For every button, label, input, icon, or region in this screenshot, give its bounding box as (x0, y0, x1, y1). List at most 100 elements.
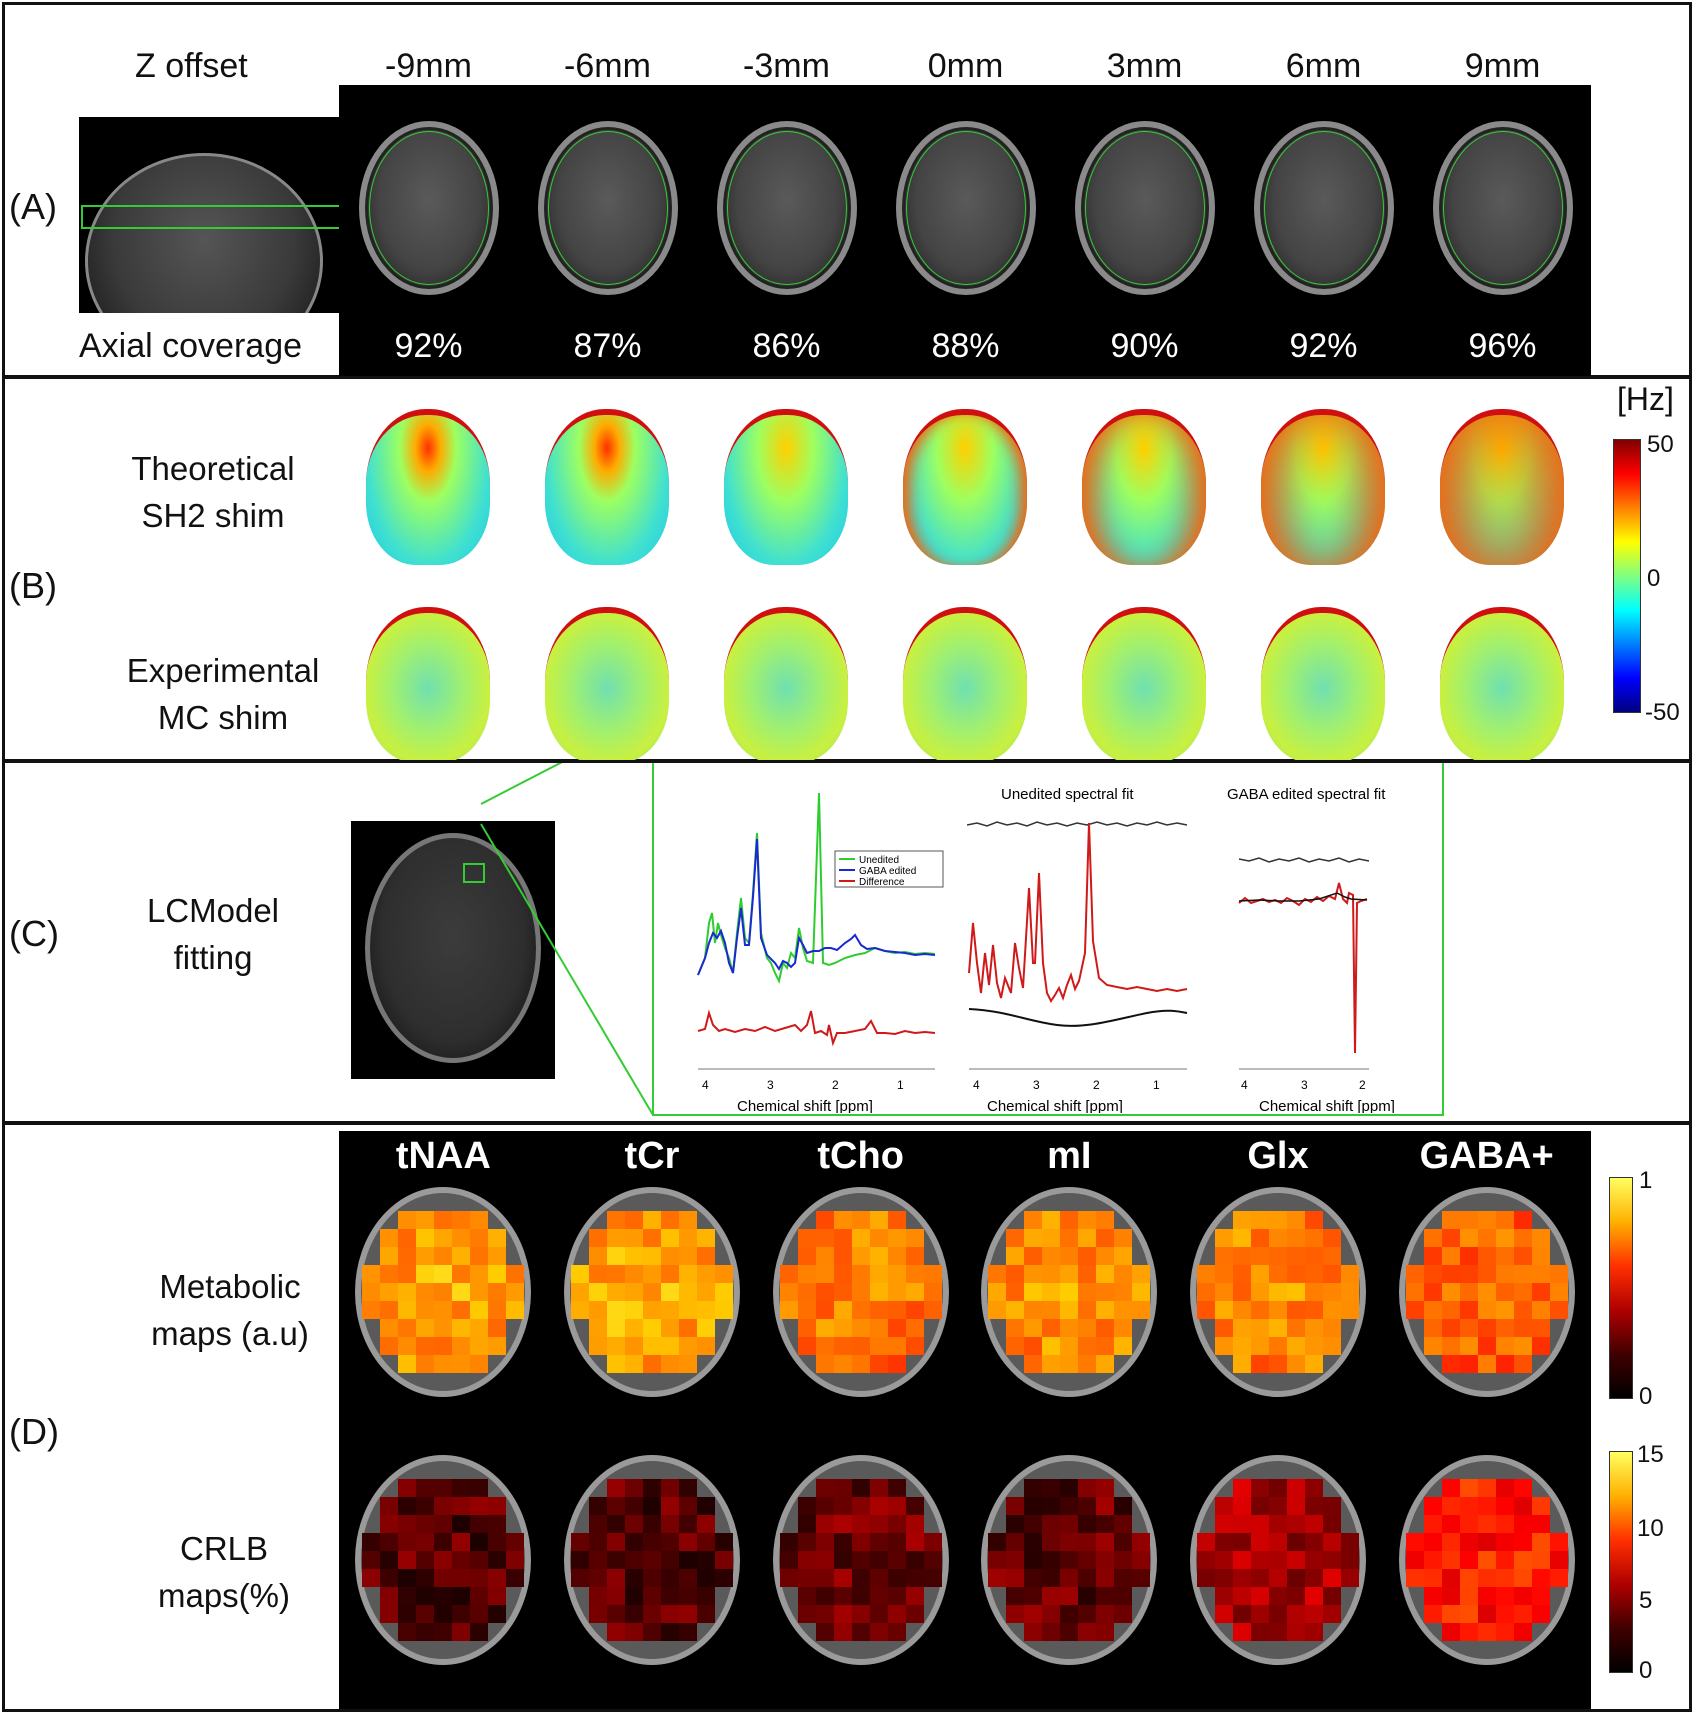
map-voxel (905, 1605, 924, 1623)
map-voxel (398, 1497, 417, 1515)
map-voxel (1531, 1337, 1550, 1355)
map-voxel (1495, 1319, 1514, 1337)
map-voxel (715, 1551, 733, 1569)
map-voxel (1513, 1319, 1532, 1337)
gaba-tick-2: 2 (1359, 1078, 1366, 1092)
map-voxel (452, 1355, 471, 1373)
map-voxel (833, 1479, 852, 1497)
map-voxel (398, 1479, 417, 1497)
map-voxel (625, 1355, 643, 1373)
map-voxel (434, 1355, 453, 1373)
map-voxel (905, 1247, 924, 1265)
map-voxel (887, 1605, 906, 1623)
map-voxel (1305, 1319, 1323, 1337)
map-voxel (1251, 1497, 1269, 1515)
map-voxel (1441, 1497, 1460, 1515)
map-voxel (1233, 1569, 1251, 1587)
map-voxel (851, 1337, 870, 1355)
map-voxel (1078, 1587, 1097, 1605)
map-voxel (679, 1569, 697, 1587)
map-voxel (607, 1497, 625, 1515)
map-voxel (869, 1605, 888, 1623)
map-voxel (1114, 1247, 1133, 1265)
map-voxel (1078, 1497, 1097, 1515)
map-voxel (362, 1247, 380, 1265)
map-voxel (715, 1497, 733, 1515)
map-voxel (1531, 1587, 1550, 1605)
map-voxel (1341, 1533, 1359, 1551)
map-voxel (679, 1283, 697, 1301)
metabolite-title: GABA+ (1419, 1135, 1554, 1177)
map-voxel (470, 1587, 489, 1605)
map-voxel (1042, 1533, 1061, 1551)
map-voxel (434, 1515, 453, 1533)
map-voxel (797, 1587, 816, 1605)
map-voxel (1477, 1623, 1496, 1641)
map-voxel (923, 1301, 942, 1319)
map-voxel (416, 1211, 435, 1229)
map-voxel (1459, 1247, 1478, 1265)
map-voxel (625, 1587, 643, 1605)
map-voxel (1132, 1301, 1151, 1319)
map-voxel (924, 1479, 942, 1497)
map-voxel (1341, 1283, 1359, 1301)
map-voxel (416, 1569, 435, 1587)
map-voxel (988, 1211, 1006, 1229)
map-voxel (452, 1247, 471, 1265)
map-voxel (661, 1551, 679, 1569)
map-voxel (571, 1301, 589, 1319)
map-voxel (571, 1515, 589, 1533)
map-voxel (1459, 1283, 1478, 1301)
map-voxel (1024, 1569, 1043, 1587)
map-voxel (452, 1319, 471, 1337)
map-voxel (1215, 1355, 1233, 1373)
map-voxel (815, 1211, 834, 1229)
map-voxel (780, 1587, 798, 1605)
crlb-colorbar (1609, 1451, 1633, 1673)
map-voxel (851, 1623, 870, 1641)
map-voxel (1531, 1551, 1550, 1569)
map-voxel (798, 1479, 816, 1497)
map-voxel (887, 1319, 906, 1337)
map-voxel (1323, 1497, 1341, 1515)
sh2-shim-map (724, 409, 848, 565)
map-voxel (1024, 1229, 1043, 1247)
map-voxel (869, 1283, 888, 1301)
map-voxel (362, 1569, 381, 1587)
map-voxel (1405, 1569, 1424, 1587)
map-voxel (1042, 1551, 1061, 1569)
map-voxel (643, 1355, 661, 1373)
map-voxel (362, 1551, 381, 1569)
map-voxel (1423, 1247, 1442, 1265)
map-voxel (679, 1337, 697, 1355)
map-voxel (851, 1301, 870, 1319)
map-voxel (416, 1229, 435, 1247)
map-voxel (851, 1587, 870, 1605)
map-voxel (1477, 1551, 1496, 1569)
metabolic-map (779, 1211, 942, 1373)
map-voxel (905, 1229, 924, 1247)
map-voxel (1287, 1605, 1305, 1623)
map-voxel (1459, 1337, 1478, 1355)
map-voxel (1132, 1605, 1150, 1623)
map-voxel (589, 1515, 607, 1533)
map-voxel (905, 1515, 924, 1533)
map-voxel (924, 1497, 942, 1515)
map-voxel (1042, 1265, 1061, 1283)
map-voxel (679, 1479, 697, 1497)
map-voxel (1233, 1319, 1251, 1337)
map-voxel (416, 1319, 435, 1337)
legend-difference-label: Difference (859, 877, 905, 888)
map-voxel (589, 1229, 607, 1247)
map-voxel (571, 1587, 589, 1605)
map-voxel (1513, 1569, 1532, 1587)
map-voxel (506, 1211, 524, 1229)
map-voxel (1323, 1515, 1341, 1533)
metabolic-map (988, 1211, 1151, 1373)
map-voxel (470, 1605, 489, 1623)
map-voxel (1114, 1265, 1133, 1283)
map-voxel (887, 1551, 906, 1569)
map-voxel (833, 1301, 852, 1319)
map-voxel (697, 1587, 715, 1605)
crlb-map (1405, 1479, 1568, 1641)
